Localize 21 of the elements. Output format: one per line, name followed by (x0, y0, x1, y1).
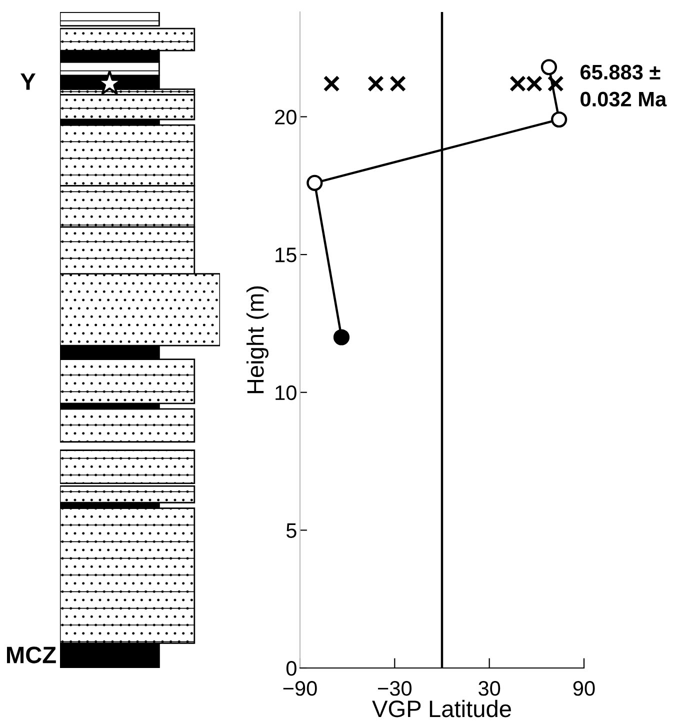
y-tick-label: 10 (276, 385, 296, 400)
x-tick-label: 90 (573, 681, 595, 696)
y-axis-title: Height (m) (246, 286, 268, 394)
point (323, 75, 340, 92)
x-tick-label: −30 (378, 681, 412, 696)
point (390, 75, 406, 92)
y-tick-label: 0 (286, 661, 296, 676)
point (540, 59, 558, 76)
y-tick-label: 15 (276, 248, 296, 262)
point (367, 75, 384, 92)
point (306, 174, 323, 191)
x-tick-label: −90 (283, 681, 317, 696)
text: MCZ (7, 646, 56, 664)
y-tick-label: 5 (286, 523, 296, 538)
annotation: 65.883 ± 0.032 Ma (580, 64, 667, 107)
text: Y (20, 74, 36, 90)
x-tick-label: 30 (478, 681, 500, 696)
point (547, 75, 564, 92)
point (551, 111, 568, 128)
y-tick-label: 20 (275, 110, 296, 124)
x-axis-title: VGP Latitude (372, 700, 511, 718)
